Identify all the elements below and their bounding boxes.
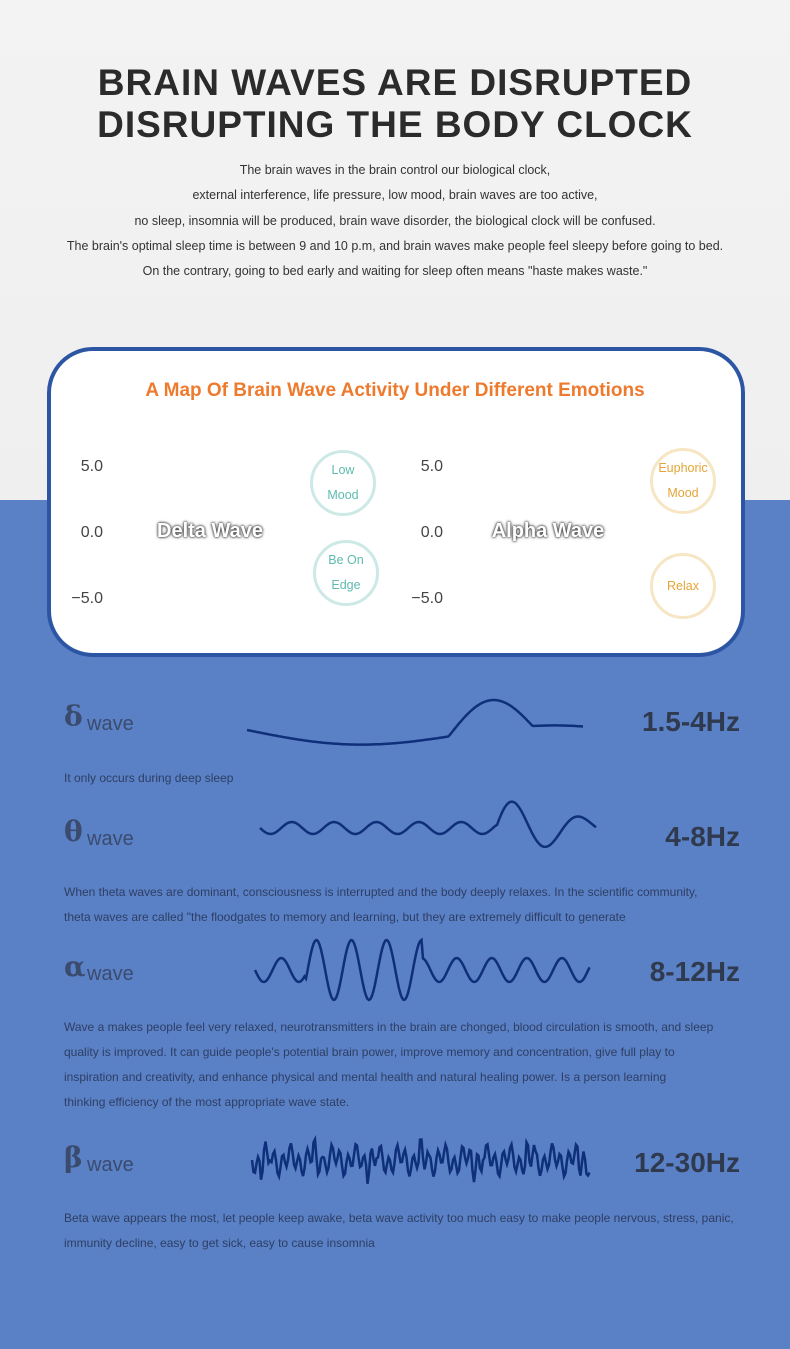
scale-label: 5.0	[420, 458, 443, 475]
wave-symbol: β	[64, 1141, 83, 1174]
scale-label: −5.0	[71, 590, 103, 607]
bubble: Euphoric Mood	[650, 448, 716, 514]
bubble-text: Be On	[328, 553, 364, 567]
wave-description: quality is improved. It can guide people…	[64, 1045, 675, 1059]
bubble: Relax	[650, 553, 716, 619]
wave-description: It only occurs during deep sleep	[64, 771, 234, 785]
bubble: Low Mood	[310, 450, 376, 516]
wave-description: immunity decline, easy to get sick, easy…	[64, 1236, 375, 1250]
bubble-text: Edge	[331, 578, 361, 592]
wave-frequency: 8-12Hz	[649, 956, 740, 987]
wave-symbol: δ	[64, 700, 83, 733]
head-label: Alpha Wave	[491, 520, 605, 542]
paragraph-line: The brain waves in the brain control our…	[239, 163, 551, 177]
wave-word: wave	[87, 1154, 134, 1176]
wave-trace	[250, 1135, 591, 1184]
wave-trace	[253, 937, 591, 1002]
wave-frequency: 1.5-4Hz	[641, 706, 740, 737]
wave-description: When theta waves are dominant, conscious…	[64, 885, 698, 899]
wave-word: wave	[87, 828, 134, 850]
scale-label: 0.0	[80, 524, 103, 541]
wave-description: theta waves are called "the floodgates t…	[64, 910, 626, 924]
title-line: BRAIN WAVES ARE DISRUPTED	[97, 62, 693, 103]
wave-description: Wave a makes people feel very relaxed, n…	[64, 1020, 714, 1034]
wave-word: wave	[87, 963, 134, 985]
map-card	[47, 347, 745, 657]
wave-trace	[259, 800, 597, 849]
bubble-text: Mood	[667, 486, 699, 500]
wave-word: wave	[87, 713, 134, 735]
wave-trace	[246, 698, 584, 746]
paragraph-line: external interference, life pressure, lo…	[192, 188, 598, 203]
wave-symbol: α	[64, 950, 86, 983]
bubble-text: Low	[331, 463, 355, 477]
head-label: Delta Wave	[157, 520, 263, 542]
wave-frequency: 12-30Hz	[634, 1147, 740, 1178]
paragraph-line: On the contrary, going to bed early and …	[142, 264, 648, 279]
wave-frequency: 4-8Hz	[665, 821, 740, 852]
bubble-text: Mood	[327, 488, 359, 502]
map-title: A Map Of Brain Wave Activity Under Diffe…	[145, 380, 645, 401]
bubble-text: Relax	[667, 578, 699, 593]
bubble: Be On Edge	[313, 540, 379, 606]
scale-label: 5.0	[80, 458, 103, 475]
bubble-text: Euphoric	[658, 461, 708, 475]
title-line: DISRUPTING THE BODY CLOCK	[97, 104, 693, 145]
paragraph-line: The brain's optimal sleep time is betwee…	[66, 238, 724, 253]
wave-symbol: θ	[64, 815, 83, 848]
wave-description: thinking efficiency of the most appropri…	[64, 1095, 350, 1109]
wave-description: inspiration and creativity, and enhance …	[64, 1070, 667, 1084]
wave-description: Beta wave appears the most, let people k…	[64, 1211, 734, 1225]
paragraph-line: no sleep, insomnia will be produced, bra…	[134, 213, 656, 228]
scale-label: 0.0	[420, 524, 443, 541]
scale-label: −5.0	[411, 590, 443, 607]
